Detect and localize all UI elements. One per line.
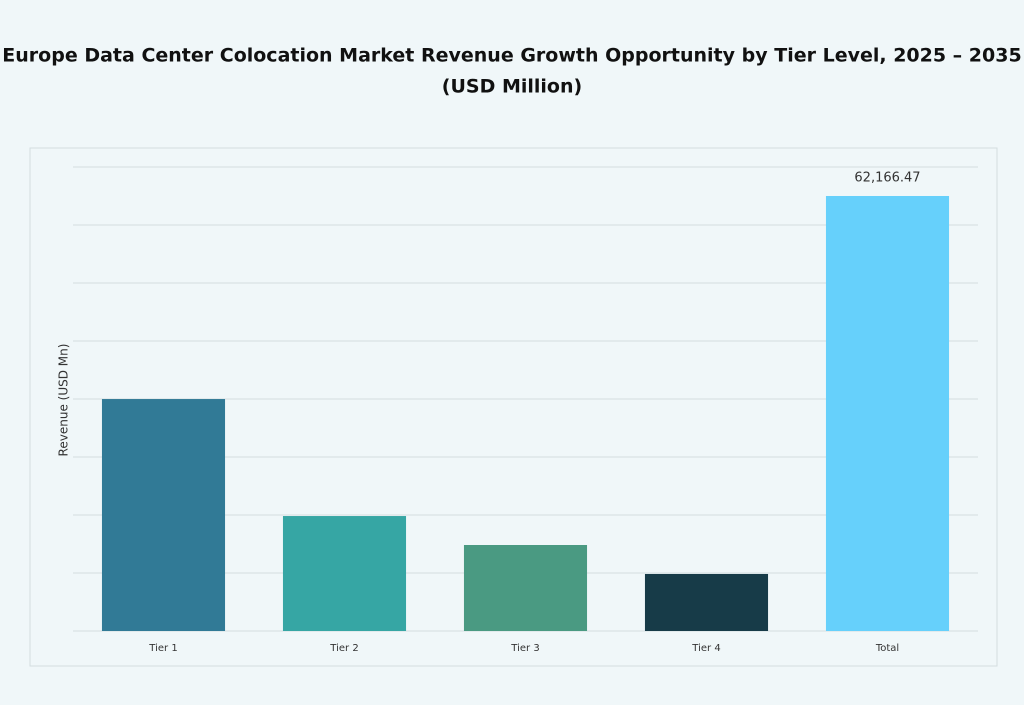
chart-subtitle: (USD Million) [442, 76, 582, 98]
bar [101, 399, 226, 631]
bar [282, 516, 407, 631]
bar [644, 573, 769, 631]
x-tick-label: Tier 3 [510, 643, 539, 654]
bar [825, 195, 950, 631]
chart-title: Europe Data Center Colocation Market Rev… [2, 45, 1021, 67]
y-axis-label: Revenue (USD Mn) [57, 344, 71, 457]
x-tick-label: Tier 1 [148, 643, 177, 654]
x-tick-label: Tier 2 [329, 643, 358, 654]
value-label: 62,166.47 [854, 170, 920, 185]
bar [463, 545, 588, 631]
x-tick-label: Tier 4 [691, 643, 720, 654]
plot-frame [29, 147, 998, 667]
x-tick-label: Total [875, 643, 899, 654]
